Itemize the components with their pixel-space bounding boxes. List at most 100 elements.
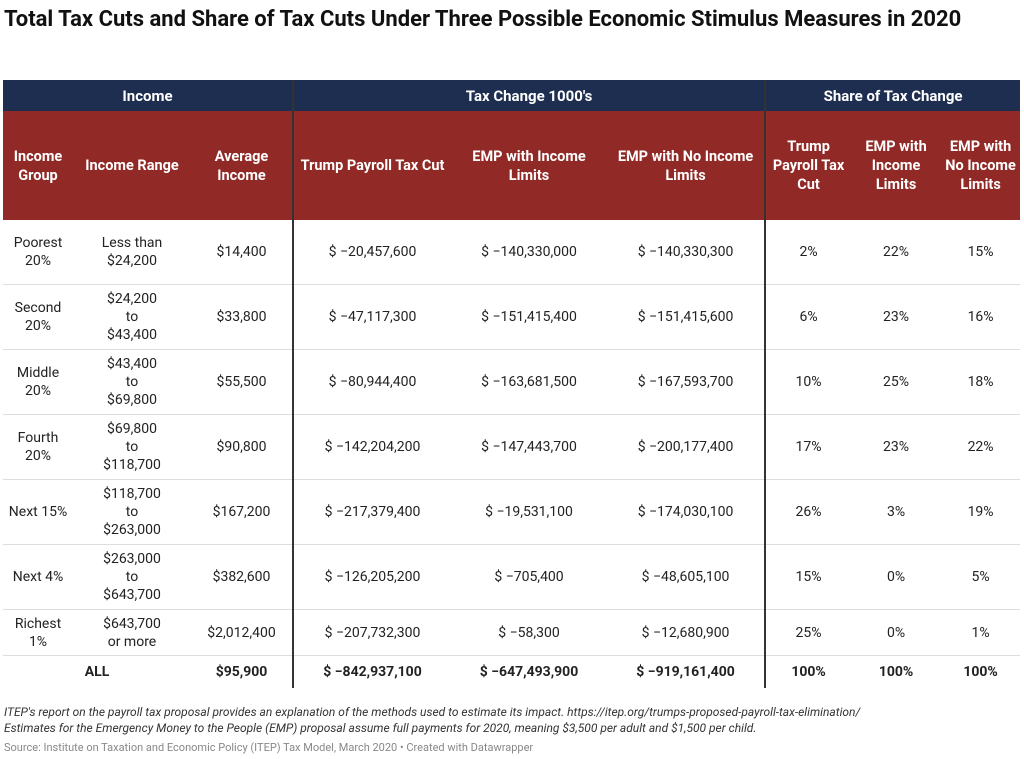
cell-text: Next 15% bbox=[8, 504, 68, 520]
table-cell: 1% bbox=[941, 609, 1021, 656]
cell-text: $ −80,944,400 bbox=[328, 374, 417, 390]
table-cell: $167,200 bbox=[191, 479, 294, 545]
table-cell: 23% bbox=[851, 414, 942, 480]
cell-text: $ −207,732,300 bbox=[324, 624, 421, 641]
table-cell: $ −167,593,700 bbox=[607, 349, 766, 415]
total-cell: 100% bbox=[851, 655, 942, 688]
cell-text: $ −58,300 bbox=[498, 624, 560, 641]
table-cell: Fourth 20% bbox=[3, 414, 73, 480]
column-header: Income Range bbox=[73, 111, 191, 220]
table-cell: $ −80,944,400 bbox=[292, 349, 452, 415]
cell-text: 15% bbox=[795, 569, 822, 585]
table-cell: $14,400 bbox=[191, 220, 294, 285]
cell-text: $118,700 to $263,000 bbox=[103, 486, 161, 538]
table-cell: $ −142,204,200 bbox=[292, 414, 452, 480]
table-cell: 17% bbox=[764, 414, 852, 480]
table-cell: $ −207,732,300 bbox=[292, 609, 452, 656]
column-header: EMP with No Income Limits bbox=[607, 111, 766, 220]
table-cell: Poorest 20% bbox=[3, 220, 73, 285]
cell-text: 0% bbox=[886, 624, 906, 641]
cell-text: 3% bbox=[886, 504, 906, 520]
table-cell: $69,800 to $118,700 bbox=[73, 414, 191, 480]
table-cell: 22% bbox=[851, 220, 942, 285]
table-cell: $ −12,680,900 bbox=[607, 609, 766, 656]
table-cell: $2,012,400 bbox=[191, 609, 294, 656]
table-cell: $ −20,457,600 bbox=[292, 220, 452, 285]
table-cell: 26% bbox=[764, 479, 852, 545]
table-cell: $ −163,681,500 bbox=[451, 349, 608, 415]
total-cell: $ −647,493,900 bbox=[451, 655, 608, 688]
table-cell: $ −140,330,300 bbox=[607, 220, 766, 285]
column-header: EMP with Income Limits bbox=[851, 111, 942, 220]
cell-text: 19% bbox=[967, 504, 994, 520]
table-cell: 2% bbox=[764, 220, 852, 285]
table-cell: $263,000 to $643,700 bbox=[73, 544, 191, 610]
table-cell: $ −58,300 bbox=[451, 609, 608, 656]
cell-text: 25% bbox=[795, 624, 822, 641]
cell-text: 6% bbox=[799, 309, 818, 325]
column-header: EMP with No Income Limits bbox=[941, 111, 1021, 220]
table-cell: $55,500 bbox=[191, 349, 294, 415]
cell-text: 23% bbox=[883, 309, 910, 325]
cell-text: $ −147,443,700 bbox=[481, 439, 577, 455]
cell-text: 5% bbox=[971, 569, 990, 585]
group-header: Income bbox=[3, 80, 294, 111]
table-row: Middle 20% $43,400 to $69,800 $55,500 $ −80… bbox=[3, 349, 1021, 415]
table-cell: $ −19,531,100 bbox=[451, 479, 608, 545]
table-cell: 15% bbox=[941, 220, 1021, 285]
cell-text: Richest 1% bbox=[14, 615, 62, 650]
notes: ITEP's report on the payroll tax proposa… bbox=[4, 704, 860, 736]
table-cell: Richest 1% bbox=[3, 609, 73, 656]
table-cell: 18% bbox=[941, 349, 1021, 415]
cell-text: $55,500 bbox=[216, 374, 267, 390]
cell-text: 26% bbox=[795, 504, 822, 520]
cell-text: $ −142,204,200 bbox=[324, 439, 421, 455]
table-cell: $ −140,330,000 bbox=[451, 220, 608, 285]
total-cell: 100% bbox=[941, 655, 1021, 688]
cell-text: 25% bbox=[883, 374, 910, 390]
table-cell: Next 15% bbox=[3, 479, 73, 545]
group-header: Share of Tax Change bbox=[764, 80, 1021, 111]
cell-text: $ −217,379,400 bbox=[324, 504, 421, 520]
table-cell: 5% bbox=[941, 544, 1021, 610]
table-cell: $ −48,605,100 bbox=[607, 544, 766, 610]
table-cell: $ −174,030,100 bbox=[607, 479, 766, 545]
table-row: Richest 1% $643,700 or more $2,012,400 $ −2… bbox=[3, 609, 1021, 656]
cell-text: $ −20,457,600 bbox=[328, 244, 417, 260]
table-cell: 0% bbox=[851, 609, 942, 656]
cell-text: $24,200 to $43,400 bbox=[107, 291, 157, 343]
cell-text: $ −174,030,100 bbox=[637, 504, 734, 520]
column-header: Trump Payroll Tax Cut bbox=[764, 111, 852, 220]
table-row: Poorest 20% Less than $24,200 $14,400 $ −20… bbox=[3, 220, 1021, 285]
table-cell: $ −147,443,700 bbox=[451, 414, 608, 480]
cell-text: $ −705,400 bbox=[494, 569, 564, 585]
table-cell: $43,400 to $69,800 bbox=[73, 349, 191, 415]
cell-text: $90,800 bbox=[216, 439, 267, 455]
cell-text: $2,012,400 bbox=[207, 624, 276, 641]
cell-text: 15% bbox=[967, 244, 994, 260]
cell-text: $643,700 or more bbox=[103, 615, 161, 650]
table-cell: $ −705,400 bbox=[451, 544, 608, 610]
table-cell: 25% bbox=[851, 349, 942, 415]
cell-text: $ −126,205,200 bbox=[324, 569, 421, 585]
table-cell: $ −126,205,200 bbox=[292, 544, 452, 610]
table-cell: 23% bbox=[851, 284, 942, 350]
cell-text: $ −140,330,300 bbox=[637, 244, 734, 260]
cell-text: 22% bbox=[883, 244, 910, 260]
column-header: Trump Payroll Tax Cut bbox=[292, 111, 452, 220]
note: Estimates for the Emergency Money to the… bbox=[4, 721, 757, 735]
cell-text: 0% bbox=[886, 569, 906, 585]
cell-text: 16% bbox=[967, 309, 994, 325]
cell-text: $14,400 bbox=[216, 244, 267, 260]
table-cell: $ −217,379,400 bbox=[292, 479, 452, 545]
cell-text: $ −151,415,400 bbox=[481, 309, 577, 325]
table-cell: 16% bbox=[941, 284, 1021, 350]
table-cell: $ −200,177,400 bbox=[607, 414, 766, 480]
table-cell: Middle 20% bbox=[3, 349, 73, 415]
cell-text: Middle 20% bbox=[16, 365, 60, 399]
cell-text: $ −200,177,400 bbox=[637, 439, 734, 455]
table-cell: 25% bbox=[764, 609, 852, 656]
table-cell: 3% bbox=[851, 479, 942, 545]
table-cell: $90,800 bbox=[191, 414, 294, 480]
